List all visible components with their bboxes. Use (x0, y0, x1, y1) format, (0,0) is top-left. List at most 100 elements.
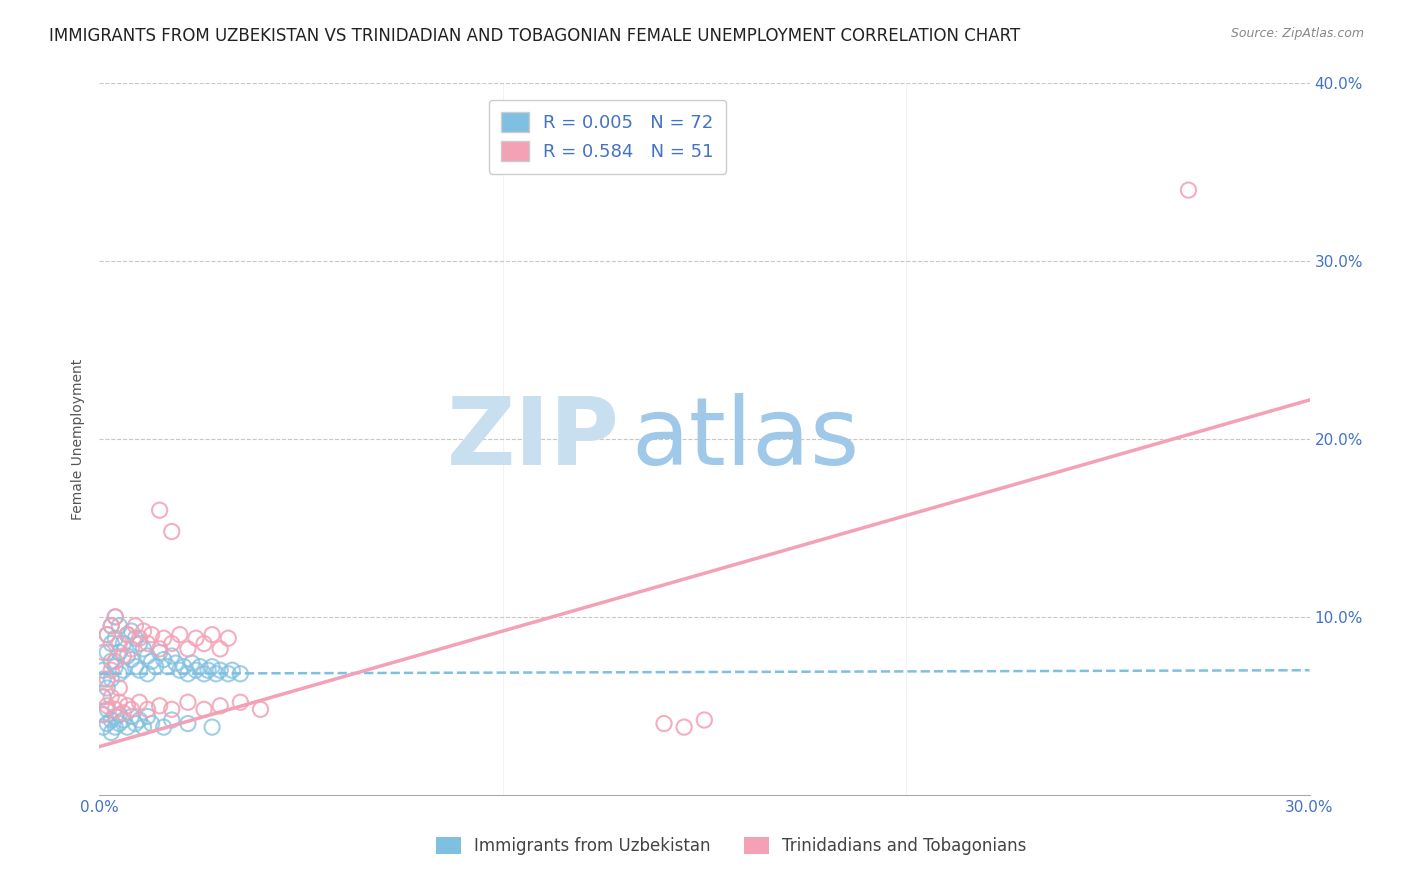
Point (112, 713, 135, 727)
Point (193, 636, 215, 650)
Point (100, 636, 122, 650)
Point (229, 666, 252, 681)
Point (201, 628, 224, 642)
Point (124, 716, 146, 731)
Point (96, 698, 118, 713)
Point (209, 663, 232, 677)
Point (197, 663, 219, 677)
Point (91, 707, 114, 722)
Point (209, 641, 232, 656)
Point (104, 702, 127, 716)
Point (145, 659, 167, 673)
Point (96, 702, 118, 716)
Point (193, 666, 215, 681)
Point (120, 624, 142, 639)
Point (117, 628, 139, 642)
Point (149, 698, 172, 713)
Point (104, 709, 127, 723)
Point (100, 619, 122, 633)
Point (177, 716, 200, 731)
Point (124, 619, 146, 633)
Point (100, 619, 122, 633)
Point (96, 681, 118, 695)
Point (91, 690, 114, 704)
Point (149, 641, 172, 656)
Point (181, 656, 204, 670)
Point (120, 641, 142, 656)
Point (120, 702, 142, 716)
Point (156, 659, 179, 673)
Point (141, 654, 163, 668)
Point (693, 713, 716, 727)
Point (120, 709, 142, 723)
Point (1177, 183, 1199, 197)
Legend: Immigrants from Uzbekistan, Trinidadians and Tobagonians: Immigrants from Uzbekistan, Trinidadians… (429, 830, 1033, 862)
Point (104, 610, 127, 624)
Text: Source: ZipAtlas.com: Source: ZipAtlas.com (1230, 27, 1364, 40)
Point (91, 663, 114, 677)
Point (96, 645, 118, 659)
Point (124, 659, 146, 673)
Point (152, 631, 174, 645)
Point (100, 672, 122, 686)
Point (221, 663, 243, 677)
Point (136, 666, 159, 681)
Point (128, 636, 150, 650)
Point (108, 707, 131, 722)
Point (112, 648, 135, 663)
Point (193, 702, 215, 716)
Point (104, 654, 127, 668)
Point (205, 666, 228, 681)
Point (201, 720, 224, 734)
Point (104, 631, 127, 645)
Point (217, 666, 239, 681)
Point (188, 659, 211, 673)
Point (117, 698, 139, 713)
Point (132, 641, 155, 656)
Point (96, 716, 118, 731)
Point (149, 645, 172, 659)
Point (104, 610, 127, 624)
Point (169, 628, 191, 642)
Point (108, 666, 131, 681)
Text: IMMIGRANTS FROM UZBEKISTAN VS TRINIDADIAN AND TOBAGONIAN FEMALE UNEMPLOYMENT COR: IMMIGRANTS FROM UZBEKISTAN VS TRINIDADIA… (49, 27, 1021, 45)
Point (652, 716, 675, 731)
Point (128, 663, 150, 677)
Point (96, 628, 118, 642)
Point (136, 709, 159, 723)
Point (229, 695, 252, 709)
Point (91, 645, 114, 659)
Point (132, 720, 155, 734)
Point (173, 659, 195, 673)
Point (128, 713, 150, 727)
Point (136, 648, 159, 663)
Point (96, 672, 118, 686)
Text: atlas: atlas (631, 393, 860, 485)
Point (141, 628, 163, 642)
Y-axis label: Female Unemployment: Female Unemployment (72, 359, 86, 520)
Point (177, 695, 200, 709)
Point (136, 702, 159, 716)
Point (136, 636, 159, 650)
Point (91, 672, 114, 686)
Point (152, 652, 174, 666)
Point (177, 641, 200, 656)
Point (128, 695, 150, 709)
Point (112, 636, 135, 650)
Point (117, 648, 139, 663)
Point (112, 706, 135, 720)
Point (160, 713, 183, 727)
Point (209, 698, 232, 713)
Point (91, 707, 114, 722)
Point (100, 713, 122, 727)
Legend: R = 0.005   N = 72, R = 0.584   N = 51: R = 0.005 N = 72, R = 0.584 N = 51 (489, 100, 725, 174)
Point (217, 631, 239, 645)
Point (104, 659, 127, 673)
Point (117, 720, 139, 734)
Point (177, 666, 200, 681)
Point (184, 663, 207, 677)
Point (160, 702, 183, 716)
Point (249, 702, 271, 716)
Point (100, 663, 122, 677)
Point (184, 631, 207, 645)
